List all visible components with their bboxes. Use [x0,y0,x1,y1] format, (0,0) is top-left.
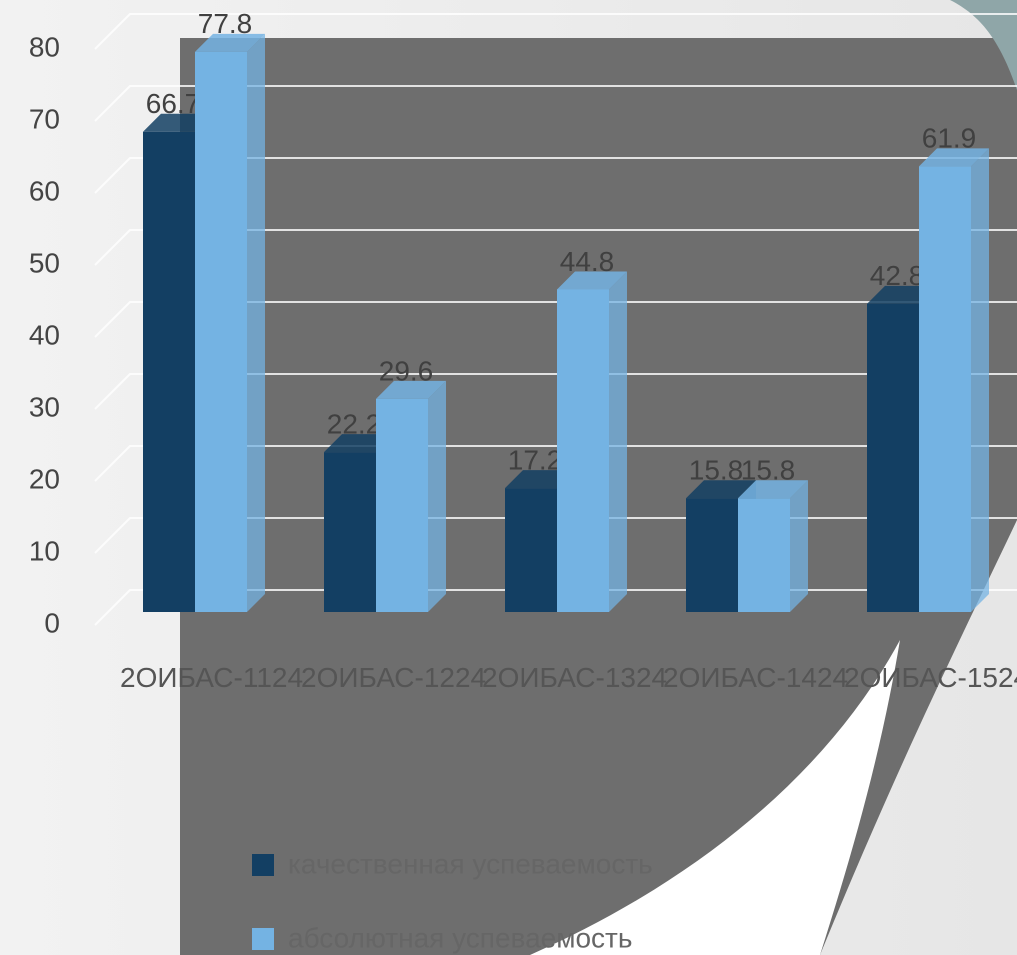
data-label: 29.6 [379,355,434,386]
legend-swatch [252,854,274,876]
bar-face [919,166,971,612]
y-tick-label: 60 [29,175,60,206]
data-label: 22.2 [327,409,382,440]
bar-face [867,303,919,612]
y-tick-label: 40 [29,319,60,350]
bar [919,148,989,612]
bar [376,380,446,612]
bar [195,33,265,612]
data-label: 44.8 [560,246,615,277]
bar-face [971,148,989,612]
background-accent [950,0,1017,90]
y-tick-label: 30 [29,391,60,422]
data-label: 61.9 [922,123,977,154]
bar-face [143,131,195,612]
grid-line [94,157,1017,194]
data-label: 17.2 [508,445,563,476]
bar-face [686,498,738,612]
grid-line [94,13,1017,50]
bar [738,480,808,612]
bar-face [557,289,609,612]
bar-face [919,148,989,167]
bar-face [324,452,376,612]
y-tick-label: 0 [44,607,60,638]
bar-face [686,480,756,499]
x-tick-label: 2ОИБАС-1224 [301,662,487,693]
x-tick-label: 2ОИБАС-1524 [844,662,1017,693]
y-tick-label: 70 [29,103,60,134]
bar-face [505,488,557,612]
data-label: 15.8 [689,455,744,486]
legend-label: абсолютная успеваемость [288,922,632,953]
grid-line [94,445,1017,482]
bar-face [376,398,428,612]
legend-label: качественная успеваемость [288,848,653,879]
legend-swatch [252,928,274,950]
grid-line [94,301,1017,338]
y-tick-label: 80 [29,31,60,62]
x-tick-label: 2ОИБАС-1124 [120,662,304,693]
x-tick-label: 2ОИБАС-1424 [663,662,849,693]
grid-line [94,373,1017,410]
data-label: 66.7 [146,88,201,119]
grid-line [94,229,1017,266]
data-label: 77.8 [198,8,253,39]
bar-face [428,380,446,612]
y-tick-label: 20 [29,463,60,494]
bar-face [738,498,790,612]
bar-face [609,271,627,612]
y-tick-label: 10 [29,535,60,566]
bar-face [247,33,265,612]
data-label: 42.8 [870,260,925,291]
y-tick-label: 50 [29,247,60,278]
background-swoosh [530,640,900,955]
bar-face [376,380,446,399]
bar-face [195,51,247,612]
data-label: 15.8 [741,455,796,486]
x-tick-label: 2ОИБАС-1324 [482,662,668,693]
bar-face [195,33,265,52]
bar-face [738,480,808,499]
grid-line [94,85,1017,122]
bar [557,271,627,612]
bar-face [557,271,627,290]
bar-face [790,480,808,612]
